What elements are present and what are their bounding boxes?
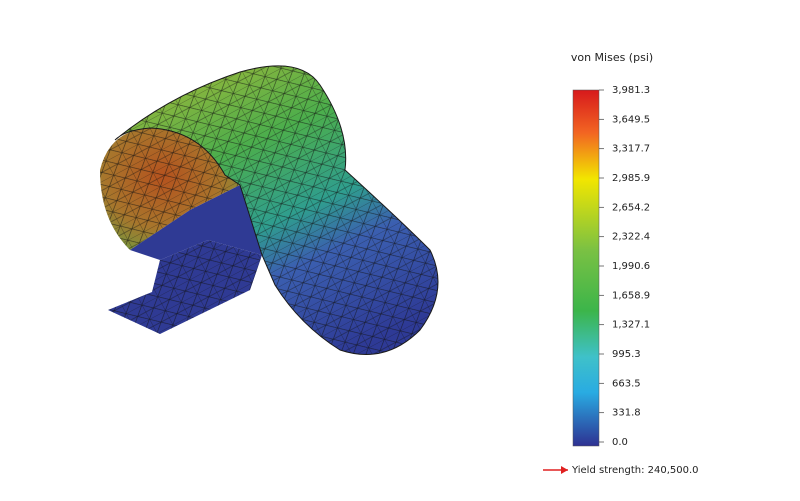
- tick-label: 331.8: [612, 408, 641, 419]
- yield-strength: Yield strength: 240,500.0: [571, 465, 699, 476]
- tick-label: 2,985.9: [612, 173, 650, 184]
- color-scale: [572, 89, 600, 447]
- tick-label: 0.0: [612, 437, 628, 448]
- tick-label: 663.5: [612, 378, 641, 389]
- base-mesh: [108, 240, 262, 334]
- tick-label: 3,317.7: [612, 144, 650, 155]
- model: [100, 65, 439, 355]
- tick-label: 3,981.3: [612, 85, 650, 96]
- tick-label: 1,658.9: [612, 290, 650, 301]
- tick-label: 1,327.1: [612, 320, 650, 331]
- tick-label: 2,654.2: [612, 202, 650, 213]
- sheet-mesh: [114, 65, 439, 355]
- legend: von Mises (psi) 3,981.3 3,649.5 3,317.7 2,9…: [543, 51, 699, 476]
- curl-inside-mesh: [100, 128, 240, 250]
- tick-label: 995.3: [612, 349, 641, 360]
- tick-label: 3,649.5: [612, 114, 650, 125]
- legend-ticks: 3,981.3 3,649.5 3,317.7 2,985.9 2,654.2 2,322…: [599, 85, 650, 448]
- yield-arrow-head: [561, 466, 568, 474]
- wall: [130, 185, 262, 260]
- tick-label: 2,322.4: [612, 232, 650, 243]
- legend-title: von Mises (psi): [571, 51, 653, 64]
- tick-label: 1,990.6: [612, 261, 650, 272]
